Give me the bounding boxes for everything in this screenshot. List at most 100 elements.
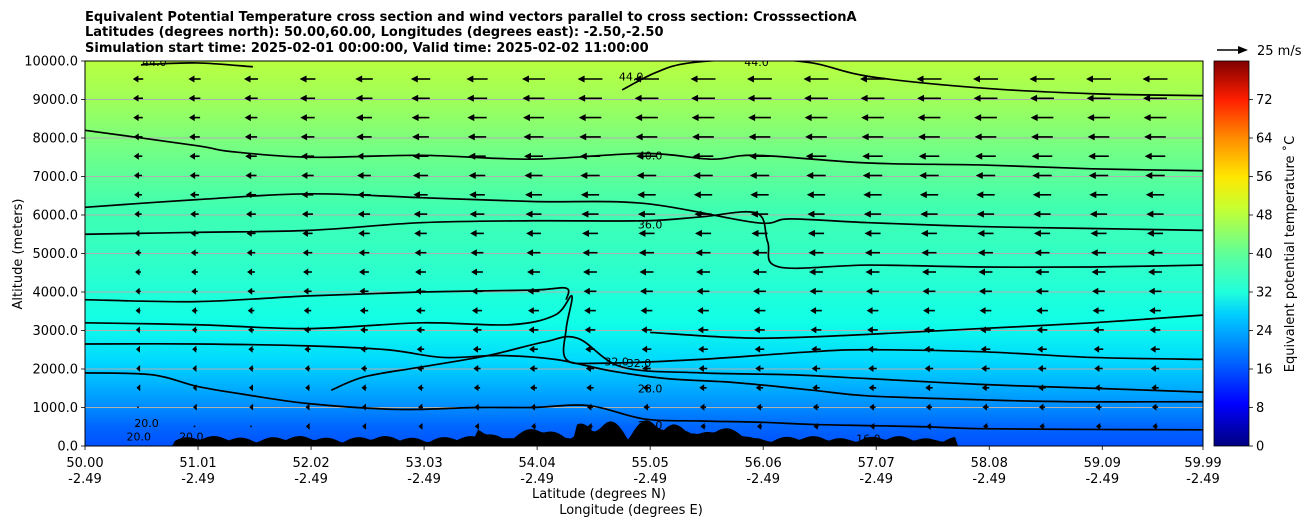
wind-vector-head bbox=[466, 75, 474, 83]
wind-vector-head bbox=[529, 365, 535, 372]
wind-vector-head bbox=[472, 345, 478, 353]
wind-vector-head bbox=[754, 326, 760, 334]
contour-line-34 bbox=[650, 314, 1203, 340]
wind-vector-head bbox=[1087, 114, 1095, 122]
quiver-key-label: 25 m/s bbox=[1257, 44, 1302, 59]
wind-vector-head bbox=[470, 249, 477, 257]
wind-vector-head bbox=[810, 326, 817, 334]
wind-vector-head bbox=[923, 307, 930, 315]
wind-vector-head bbox=[1143, 114, 1151, 122]
contour-label: 32.0 bbox=[604, 355, 629, 368]
wind-vector-head bbox=[304, 326, 309, 334]
wind-vector-head bbox=[977, 229, 985, 237]
wind-vector-head bbox=[468, 172, 476, 179]
wind-vector-head bbox=[1030, 94, 1038, 102]
wind-vector-head bbox=[248, 365, 253, 372]
wind-vector-head bbox=[357, 191, 364, 199]
x-axis: 50.00-2.4951.01-2.4952.02-2.4953.03-2.49… bbox=[66, 446, 1222, 487]
wind-vector-head bbox=[809, 287, 816, 295]
wind-vector-head bbox=[136, 345, 141, 353]
wind-vector-head bbox=[1090, 229, 1098, 237]
wind-vector-head bbox=[749, 172, 757, 179]
wind-vector-head bbox=[975, 152, 983, 160]
wind-vector-head bbox=[925, 403, 931, 411]
wind-vector-head bbox=[813, 422, 818, 430]
x-axis-label-latitude: Latitude (degrees N) bbox=[532, 487, 666, 502]
wind-vector-head bbox=[135, 326, 140, 334]
wind-vector-head bbox=[133, 94, 139, 102]
contour-label: 44.0 bbox=[142, 56, 167, 69]
wind-vector-head bbox=[1030, 114, 1038, 122]
wind-vector-head bbox=[867, 326, 873, 334]
x-tick-lon: -2.49 bbox=[859, 472, 893, 487]
wind-vector-head bbox=[636, 152, 644, 160]
wind-vector-head bbox=[303, 287, 309, 295]
wind-vector-head bbox=[413, 191, 420, 199]
colorbar-tick-label: 8 bbox=[1256, 401, 1264, 416]
x-tick-lat: 57.07 bbox=[858, 456, 895, 471]
wind-vector-head bbox=[531, 422, 536, 430]
wind-vector-head bbox=[860, 75, 868, 83]
wind-vector-head bbox=[412, 152, 420, 160]
colorbar-tick-label: 16 bbox=[1256, 363, 1273, 378]
wind-vector-head bbox=[586, 403, 592, 411]
wind-vector-head bbox=[917, 114, 925, 122]
wind-vector-head bbox=[411, 94, 419, 102]
x-tick-lat: 51.01 bbox=[179, 456, 216, 471]
wind-vector-head bbox=[866, 287, 873, 295]
wind-vector-head bbox=[980, 345, 987, 353]
wind-vector-head bbox=[524, 172, 532, 179]
wind-vector-head bbox=[1146, 229, 1154, 237]
quiver-key-arrow-head bbox=[1238, 46, 1248, 54]
wind-vector-head bbox=[867, 345, 874, 353]
contour-line-40 bbox=[85, 129, 1203, 172]
wind-vector-head bbox=[1145, 191, 1153, 199]
wind-vector-head bbox=[805, 152, 813, 160]
wind-vector-head bbox=[191, 326, 197, 334]
wind-vector-head bbox=[692, 152, 700, 160]
wind-vector-head bbox=[750, 210, 758, 218]
colorbar-tick-label: 64 bbox=[1256, 132, 1273, 147]
wind-vector-head bbox=[300, 114, 307, 122]
wind-vector-head bbox=[412, 133, 420, 141]
wind-vector-head bbox=[812, 384, 818, 392]
x-tick-lon: -2.49 bbox=[633, 472, 667, 487]
wind-vector-head bbox=[868, 365, 874, 372]
wind-vector-head bbox=[360, 345, 366, 353]
wind-vector-head bbox=[528, 326, 535, 334]
wind-vector-head bbox=[809, 268, 816, 276]
wind-vector-head bbox=[1087, 133, 1095, 141]
wind-vector-head bbox=[416, 326, 422, 334]
wind-vector-head bbox=[1095, 422, 1101, 430]
y-axis-label: Altitude (meters) bbox=[11, 199, 26, 310]
x-tick-lat: 59.99 bbox=[1184, 456, 1221, 471]
wind-vector-head bbox=[355, 75, 363, 83]
wind-vector-head bbox=[191, 287, 196, 295]
wind-vector-head bbox=[524, 152, 532, 160]
wind-vector-head bbox=[190, 229, 196, 237]
wind-vector-head bbox=[248, 326, 253, 334]
wind-vector-head bbox=[752, 268, 760, 276]
colorbar-tick-label: 72 bbox=[1256, 93, 1273, 108]
contour-label: 36.0 bbox=[638, 219, 663, 232]
wind-vector-head bbox=[362, 422, 367, 430]
wind-vector-head bbox=[747, 75, 755, 83]
wind-vector-head bbox=[525, 191, 533, 199]
wind-vector-head bbox=[359, 268, 365, 276]
wind-vector-head bbox=[412, 172, 420, 179]
wind-vector-head bbox=[582, 249, 590, 257]
wind-vector-head bbox=[191, 307, 197, 315]
x-tick-lon: -2.49 bbox=[520, 472, 554, 487]
wind-vector-head bbox=[1032, 191, 1040, 199]
wind-vector-head bbox=[916, 75, 924, 83]
contour-label: 20.0 bbox=[179, 430, 204, 443]
contour-label: 20.0 bbox=[126, 430, 151, 443]
contour-line-20 bbox=[85, 372, 1203, 431]
wind-vector-head bbox=[1035, 268, 1042, 276]
x-tick-lon: -2.49 bbox=[1085, 472, 1119, 487]
wind-vector-head bbox=[474, 422, 479, 430]
y-tick-label: 0.0 bbox=[57, 440, 78, 455]
wind-vector-head bbox=[753, 307, 760, 315]
wind-vector-head bbox=[359, 307, 365, 315]
x-tick-lon: -2.49 bbox=[1186, 472, 1220, 487]
